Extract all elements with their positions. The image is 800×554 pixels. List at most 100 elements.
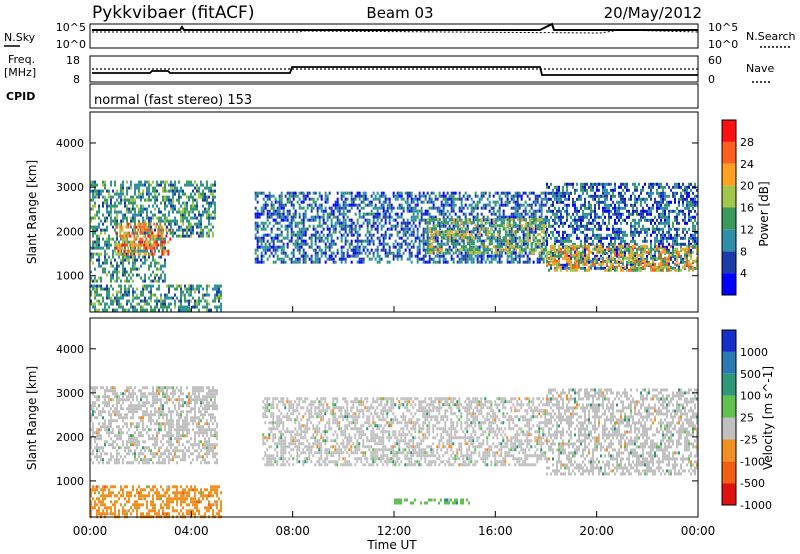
heatmap-cell [522, 239, 525, 243]
heatmap-cell [318, 233, 321, 237]
heatmap-cell [592, 257, 594, 261]
heatmap-cell [492, 200, 495, 204]
heatmap-cell [596, 236, 598, 240]
heatmap-cell [508, 260, 511, 264]
heatmap-cell [129, 222, 132, 226]
heatmap-cell [672, 221, 674, 225]
heatmap-cell [490, 233, 493, 237]
heatmap-cell [690, 248, 692, 252]
heatmap-cell [590, 185, 592, 189]
heatmap-cell [354, 239, 357, 243]
heatmap-cell [342, 245, 345, 249]
heatmap-cell [538, 257, 541, 261]
heatmap-cell [310, 257, 313, 261]
heatmap-cell [492, 233, 495, 237]
heatmap-cell [596, 242, 598, 246]
heatmap-cell [428, 242, 431, 246]
heatmap-cell [664, 206, 666, 210]
heatmap-cell [488, 218, 491, 222]
heatmap-cell [412, 215, 415, 219]
heatmap-cell [442, 251, 445, 255]
heatmap-cell [550, 182, 552, 186]
heatmap-cell [340, 221, 343, 225]
heatmap-cell [392, 191, 395, 195]
heatmap-cell [408, 203, 411, 207]
heatmap-cell [110, 204, 112, 208]
heatmap-cell [572, 182, 574, 186]
heatmap-cell [402, 230, 405, 234]
heatmap-cell [564, 236, 566, 240]
cpid-panel-frame [89, 83, 699, 109]
heatmap-cell [110, 198, 112, 202]
heatmap-cell [350, 248, 353, 252]
heatmap-cell [520, 239, 523, 243]
heatmap-cell [494, 251, 497, 255]
heatmap-cell [580, 218, 582, 222]
heatmap-cell [498, 197, 501, 201]
heatmap-cell [684, 236, 686, 240]
heatmap-cell [622, 259, 624, 263]
heatmap-cell [448, 218, 451, 222]
heatmap-cell [104, 228, 106, 232]
heatmap-cell [638, 257, 640, 261]
heatmap-cell [145, 228, 148, 232]
heatmap-cell [146, 207, 148, 211]
heatmap-cell [464, 260, 467, 264]
heatmap-cell [488, 236, 491, 240]
heatmap-cell [148, 255, 150, 259]
heatmap-cell [428, 236, 431, 240]
heatmap-cell [260, 257, 263, 261]
heatmap-cell [444, 218, 447, 222]
heatmap-cell [168, 201, 170, 205]
heatmap-cell [532, 260, 535, 264]
heatmap-cell [634, 265, 636, 269]
heatmap-cell [388, 197, 391, 201]
heatmap-cell [594, 203, 596, 207]
heatmap-cell [696, 194, 698, 198]
heatmap-cell [342, 218, 345, 222]
heatmap-cell [440, 233, 443, 237]
heatmap-cell [672, 260, 674, 264]
heatmap-cell [520, 212, 523, 216]
heatmap-cell [134, 189, 136, 193]
heatmap-cell [422, 239, 425, 243]
heatmap-cell [138, 183, 140, 187]
heatmap-cell [104, 219, 106, 223]
heatmap-cell [380, 191, 383, 195]
power-heatmap [90, 180, 698, 312]
heatmap-cell [254, 227, 257, 231]
heatmap-cell [490, 254, 493, 258]
heatmap-cell [206, 186, 208, 190]
heatmap-cell [364, 239, 367, 243]
heatmap-cell [562, 200, 564, 204]
heatmap-cell [452, 236, 455, 240]
heatmap-cell [544, 218, 547, 222]
heatmap-cell [616, 215, 618, 219]
heatmap-cell [534, 236, 537, 240]
heatmap-cell [121, 228, 124, 232]
heatmap-cell [614, 236, 616, 240]
heatmap-cell [412, 197, 415, 201]
heatmap-cell [436, 221, 439, 225]
heatmap-cell [616, 209, 618, 213]
heatmap-cell [254, 197, 257, 201]
heatmap-cell [500, 251, 503, 255]
heatmap-cell [166, 195, 168, 199]
heatmap-cell [514, 212, 517, 216]
heatmap-cell [458, 194, 461, 198]
heatmap-cell [498, 251, 501, 255]
heatmap-cell [426, 209, 429, 213]
heatmap-cell [384, 197, 387, 201]
heatmap-cell [132, 219, 134, 223]
heatmap-cell [374, 248, 377, 252]
heatmap-cell [668, 259, 670, 263]
heatmap-cell [150, 219, 152, 223]
heatmap-cell [386, 251, 389, 255]
heatmap-cell [292, 260, 295, 264]
heatmap-cell [100, 192, 102, 196]
heatmap-cell [322, 239, 325, 243]
heatmap-cell [498, 233, 501, 237]
heatmap-cell [156, 183, 158, 187]
heatmap-cell [162, 279, 164, 283]
heatmap-cell [400, 245, 403, 249]
